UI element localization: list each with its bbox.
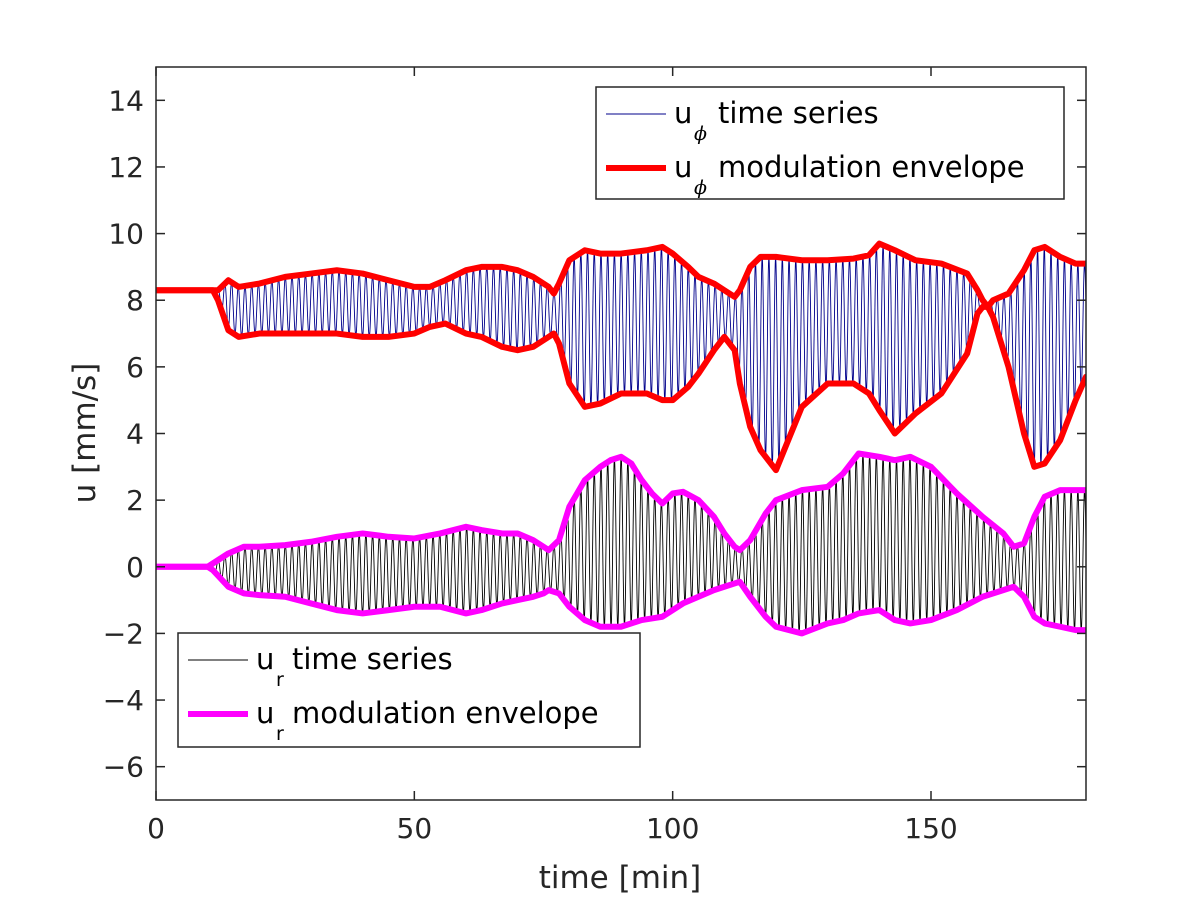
y-axis: −6 −4 −2 0 2 4 6 8 10 12 14 bbox=[103, 84, 1086, 784]
u-r-envelope-lower-line bbox=[156, 563, 1086, 637]
u-phi-envelope-upper-line bbox=[156, 240, 1086, 310]
y-tick-label: 2 bbox=[126, 484, 144, 517]
y-tick-label: −2 bbox=[103, 617, 144, 650]
legend-label-subscript: ϕ bbox=[694, 123, 707, 145]
legend-label-subscript: r bbox=[276, 669, 284, 691]
x-tick-label: 50 bbox=[397, 812, 433, 845]
x-tick-label: 150 bbox=[904, 812, 957, 845]
legend-box bbox=[595, 86, 1065, 200]
y-tick-label: −6 bbox=[103, 751, 144, 784]
x-axis-label: time [min] bbox=[539, 860, 702, 896]
legend-label-text: modulation envelope bbox=[292, 696, 599, 730]
y-tick-label: 4 bbox=[126, 418, 144, 451]
legend-label-text: time series bbox=[292, 642, 453, 676]
y-tick-label: −4 bbox=[103, 684, 144, 717]
y-tick-label: 14 bbox=[108, 84, 144, 117]
legend-label-subscript: r bbox=[276, 723, 284, 745]
x-tick-label: 0 bbox=[147, 812, 165, 845]
y-axis-label: u [mm/s] bbox=[67, 363, 103, 504]
u-phi-time-series-line bbox=[156, 245, 1086, 467]
y-tick-label: 0 bbox=[126, 551, 144, 584]
y-tick-label: 8 bbox=[126, 284, 144, 317]
legend-label-text: time series bbox=[718, 96, 879, 130]
x-axis: 0 50 100 150 bbox=[147, 67, 958, 845]
plot-area bbox=[156, 240, 1086, 637]
legend-label-subscript: ϕ bbox=[694, 177, 707, 199]
legend-label-text: modulation envelope bbox=[718, 150, 1025, 184]
u-r-envelope-upper-line bbox=[156, 450, 1086, 570]
y-tick-label: 12 bbox=[108, 151, 144, 184]
legend-label-base: u bbox=[256, 642, 274, 676]
plot-clip-group bbox=[156, 240, 1086, 637]
u-phi-envelope-lower-line bbox=[156, 287, 1086, 474]
y-tick-label: 10 bbox=[108, 218, 144, 251]
legend-box bbox=[177, 632, 641, 748]
legend-label-base: u bbox=[256, 696, 274, 730]
y-tick-label: 6 bbox=[126, 351, 144, 384]
x-tick-label: 100 bbox=[646, 812, 699, 845]
legend-label-base: u bbox=[674, 150, 692, 184]
legend-label-base: u bbox=[674, 96, 692, 130]
